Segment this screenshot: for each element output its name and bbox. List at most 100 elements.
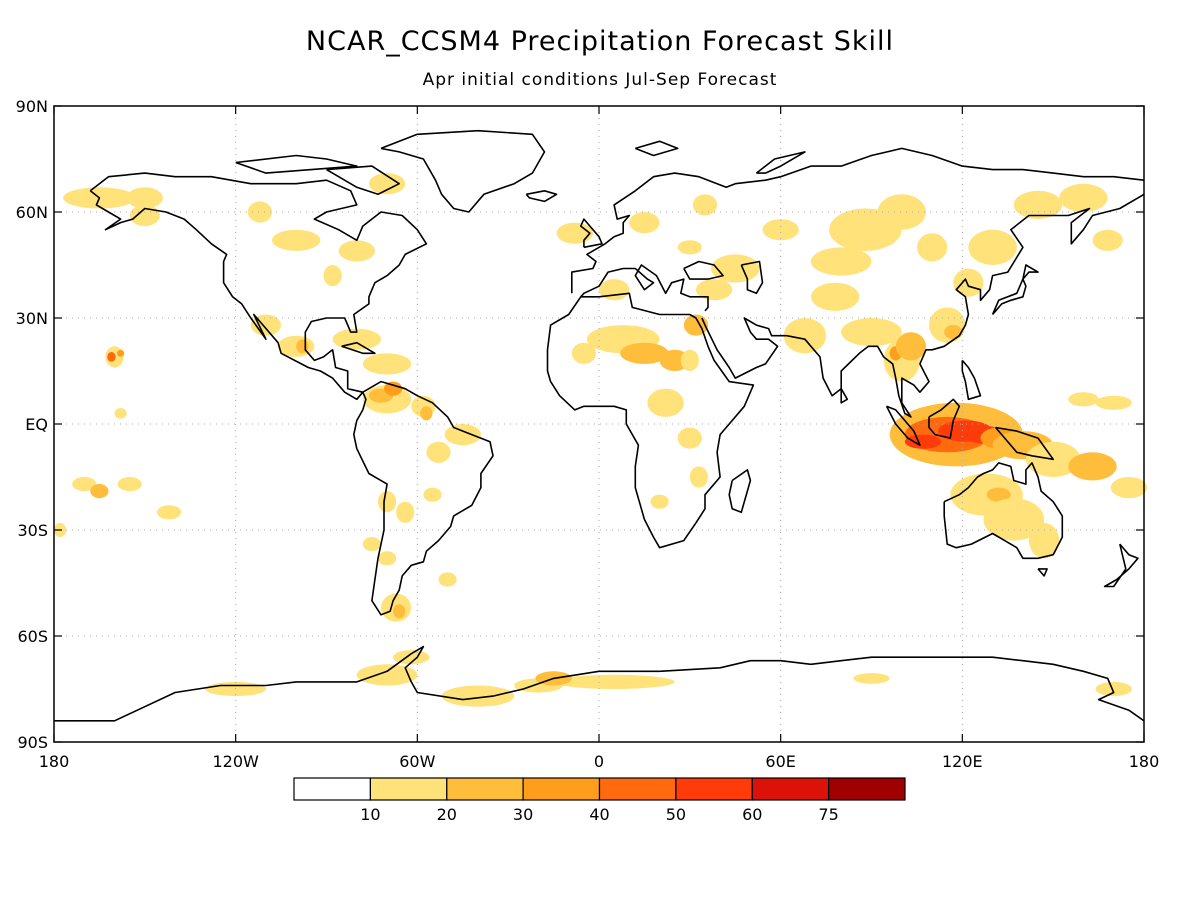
skill-shading-layer [54,173,1148,707]
skill-shade-area [904,434,942,449]
skill-shade-area [1092,229,1123,251]
skill-shade-area [1095,395,1132,410]
coastlines [54,129,1145,722]
colorbar-label: 40 [589,805,609,824]
lon-tick-label: 60E [765,752,795,771]
colorbar-label: 60 [742,805,762,824]
colorbar-swatch [675,777,753,801]
colorbar-swatch [446,777,524,801]
black-sea-coast [683,260,724,280]
lat-tick-label: 90N [16,97,48,116]
skill-shade-area [1068,392,1099,407]
colorbar-label: 20 [437,805,457,824]
skill-shade-area [783,318,827,354]
skill-shade-area [877,194,926,230]
lat-tick-label: 60N [16,203,48,222]
japan-coast [991,264,1039,316]
africa-coast [546,292,755,549]
skill-shade-area [378,491,397,513]
british-isles-coast [579,218,603,249]
skill-shade-area [362,353,412,375]
skill-shade-area [677,427,702,449]
skill-shade-area [629,212,660,234]
skill-shade-area [384,381,403,396]
skill-shade-area [811,282,860,311]
skill-shade-area [1059,183,1108,212]
skill-shade-area [378,551,397,566]
new-guinea-coast [994,426,1054,461]
skill-shade-area [929,307,966,343]
skill-shade-area [647,388,684,417]
skill-shade-area [90,484,109,499]
skill-shade-area [810,247,872,276]
skill-shade-area [1110,477,1148,499]
philippines-coast [961,359,982,401]
skill-shade-area [441,685,515,707]
lat-tick-label: 30S [17,521,48,540]
skill-shade-area [556,222,593,244]
lon-tick-label: 180 [39,752,70,771]
colorbar-label: 50 [666,805,686,824]
skill-shade-area [126,187,163,209]
colorbar-swatch [827,777,906,801]
skill-shade-area [117,349,125,357]
lat-tick-label: 60S [17,627,48,646]
skill-shade-area [895,332,927,361]
lon-tick-label: 60W [399,752,435,771]
iceland-coast [525,190,558,203]
tasmania-coast [1037,568,1048,577]
skill-shade-area [689,466,709,488]
colorbar-swatch [598,777,677,801]
skill-shade-area [695,279,733,301]
skill-shade-area [426,441,451,463]
skill-shade-area [362,537,381,552]
skill-shade-area [323,265,342,287]
skill-shade-area [620,342,669,364]
map-subtitle: Apr initial conditions Jul-Sep Forecast [422,70,778,90]
skill-shade-area [944,325,963,340]
skill-shade-area [677,240,702,255]
svalbard-coast [635,140,679,157]
skill-shade-area [423,487,442,502]
mediterranean-north-coast [580,264,709,312]
arctic-islands-coast [235,154,358,174]
skill-shade-area [1095,681,1132,697]
colorbar-legend: 10 20 30 40 50 60 75 [293,777,906,824]
skill-shade-area [72,477,97,492]
north-america-coast [89,172,428,401]
skill-shade-area [332,328,381,350]
caspian-coast [740,260,764,295]
skill-shade-area [114,408,127,419]
skill-shade-area [117,477,142,492]
skill-shade-area [438,572,457,587]
skill-shade-area [1068,452,1117,481]
greenland-coast [380,129,546,213]
skill-shade-area [917,233,948,262]
sri-lanka-coast [840,388,849,404]
lon-tick-label: 120E [942,752,983,771]
skill-shade-area [368,173,406,195]
skill-shade-area [356,664,418,686]
map-title: NCAR_CCSM4 Precipitation Forecast Skill [305,26,895,57]
skill-shade-area [157,505,182,520]
skill-shade-area [711,254,760,283]
borneo-coast [928,398,961,439]
skill-shade-area [107,352,116,362]
skill-shade-area [762,219,799,241]
madagascar-coast [728,469,752,514]
eurasia-coast [570,147,1145,294]
lat-tick-label: EQ [25,415,48,434]
novaya-zemlya-coast [755,151,806,174]
colorbar-label: 75 [818,805,838,824]
skill-shade-area [205,681,266,697]
skill-shade-area [247,201,272,223]
skill-shade-area [1029,522,1060,559]
skill-shade-area [968,229,1017,265]
new-zealand-coast [1103,543,1139,588]
lat-tick-label: 90S [17,733,48,752]
colorbar-swatch [293,777,372,801]
colorbar-swatch [522,777,601,801]
skill-shade-area [444,424,481,446]
baffin-coast [326,165,401,196]
colorbar-swatch [369,777,448,801]
